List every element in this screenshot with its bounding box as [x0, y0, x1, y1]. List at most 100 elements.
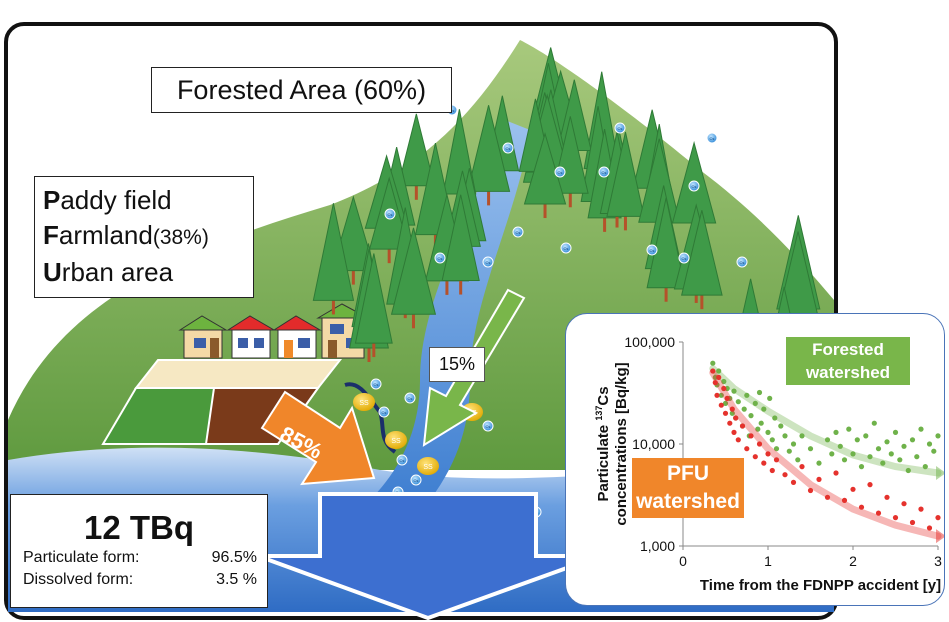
ss-text: SS [391, 438, 401, 445]
pfu-line1: addy field [60, 185, 172, 215]
forest-series-label: Forested watershed [786, 337, 910, 385]
data-point-0 [758, 420, 764, 426]
tree [312, 203, 355, 315]
data-point-0 [752, 400, 758, 406]
data-point-0 [935, 433, 941, 439]
data-point-0 [846, 426, 852, 432]
y-tick-label: 10,000 [632, 436, 675, 452]
data-point-1 [841, 497, 848, 503]
data-point-0 [833, 429, 839, 435]
data-point-1 [735, 437, 741, 443]
data-point-0 [850, 451, 856, 457]
cesium-particle: Cs [598, 166, 610, 178]
particulate-value: 96.5% [211, 549, 257, 566]
cesium-particle: Cs [384, 208, 396, 220]
data-point-1 [790, 479, 797, 485]
pfu-line2: armland [58, 220, 153, 250]
cesium-particle: Cs [370, 378, 382, 390]
forest-series-label-line1: Forested [812, 340, 884, 359]
data-point-1 [867, 482, 873, 488]
data-point-0 [748, 413, 754, 419]
data-point-1 [712, 380, 718, 386]
output-arrow [257, 492, 601, 621]
cs-text: Cs [438, 256, 443, 261]
cesium-particle: Cs [434, 252, 446, 264]
pfu-line3: rban area [61, 257, 174, 287]
tree [390, 227, 437, 329]
y-tick-label: 1,000 [640, 538, 675, 554]
data-point-0 [756, 389, 763, 396]
data-point-1 [833, 470, 839, 476]
cs-text: Cs [382, 410, 387, 415]
pfu-initial-u: U [43, 257, 62, 287]
data-point-0 [816, 460, 822, 466]
trend-arrowhead-1 [936, 529, 944, 544]
data-point-0 [790, 441, 797, 447]
data-point-0 [721, 378, 727, 385]
cesium-particle: Cs [502, 142, 514, 154]
data-point-0 [897, 457, 903, 463]
data-point-1 [721, 385, 727, 392]
data-point-0 [722, 400, 729, 406]
data-point-1 [909, 519, 916, 526]
data-point-0 [773, 446, 780, 452]
data-point-0 [710, 360, 716, 366]
cesium-particle: Cs [396, 454, 408, 466]
data-point-0 [769, 437, 775, 443]
dissolved-row: Dissolved form: 3.5 % [11, 569, 267, 591]
data-point-0 [729, 410, 735, 416]
data-point-0 [905, 467, 911, 474]
tree [606, 131, 645, 231]
data-point-0 [761, 406, 767, 412]
data-point-0 [841, 457, 848, 463]
forested-area-label: Forested Area (60%) [151, 67, 452, 113]
data-point-1 [799, 464, 805, 470]
data-point-0 [871, 420, 877, 426]
tree [466, 105, 511, 206]
data-point-0 [884, 439, 890, 445]
y-tick-label: 100,000 [624, 334, 675, 350]
suspended-sediment-particle: SS [385, 431, 407, 449]
ss-text: SS [423, 464, 433, 471]
data-point-1 [761, 460, 767, 466]
data-point-1 [756, 441, 763, 447]
cs-text: Cs [618, 126, 623, 131]
data-point-1 [807, 487, 814, 494]
data-point-0 [735, 399, 741, 405]
pfu-series-label-line1: PFU [667, 462, 709, 485]
x-tick-label: 0 [679, 553, 687, 569]
cs-text: Cs [388, 212, 393, 217]
cesium-particle: Cs [482, 420, 494, 432]
cesium-particle: Cs [678, 252, 690, 264]
data-point-0 [755, 426, 761, 432]
suspended-sediment-particle: SS [353, 393, 375, 411]
y-axis-title: Particulate 137Csconcentrations [Bq/kg] [594, 362, 630, 525]
data-point-1 [765, 451, 771, 457]
cs-text: Cs [564, 246, 569, 251]
data-point-0 [875, 446, 882, 452]
data-point-1 [739, 423, 746, 429]
forest-trees [312, 47, 821, 387]
cs-text: Cs [682, 256, 687, 261]
data-point-1 [769, 467, 775, 474]
data-point-0 [922, 464, 928, 470]
data-point-1 [744, 446, 750, 452]
data-point-0 [716, 368, 722, 374]
data-point-1 [816, 476, 822, 482]
data-point-0 [744, 392, 750, 398]
data-point-0 [765, 429, 771, 435]
data-point-0 [837, 443, 843, 449]
data-point-0 [918, 426, 924, 432]
data-point-0 [867, 454, 873, 460]
x-tick-label: 1 [764, 553, 772, 569]
data-point-0 [914, 454, 920, 460]
data-point-1 [773, 457, 780, 463]
data-point-0 [863, 433, 869, 439]
data-point-1 [918, 506, 924, 512]
cesium-particle: Cs [554, 166, 566, 178]
dissolved-value: 3.5 % [216, 571, 257, 588]
cesium-particle: Cs [482, 256, 494, 268]
data-point-1 [926, 525, 933, 531]
data-point-0 [741, 406, 747, 412]
data-point-0 [892, 429, 899, 435]
